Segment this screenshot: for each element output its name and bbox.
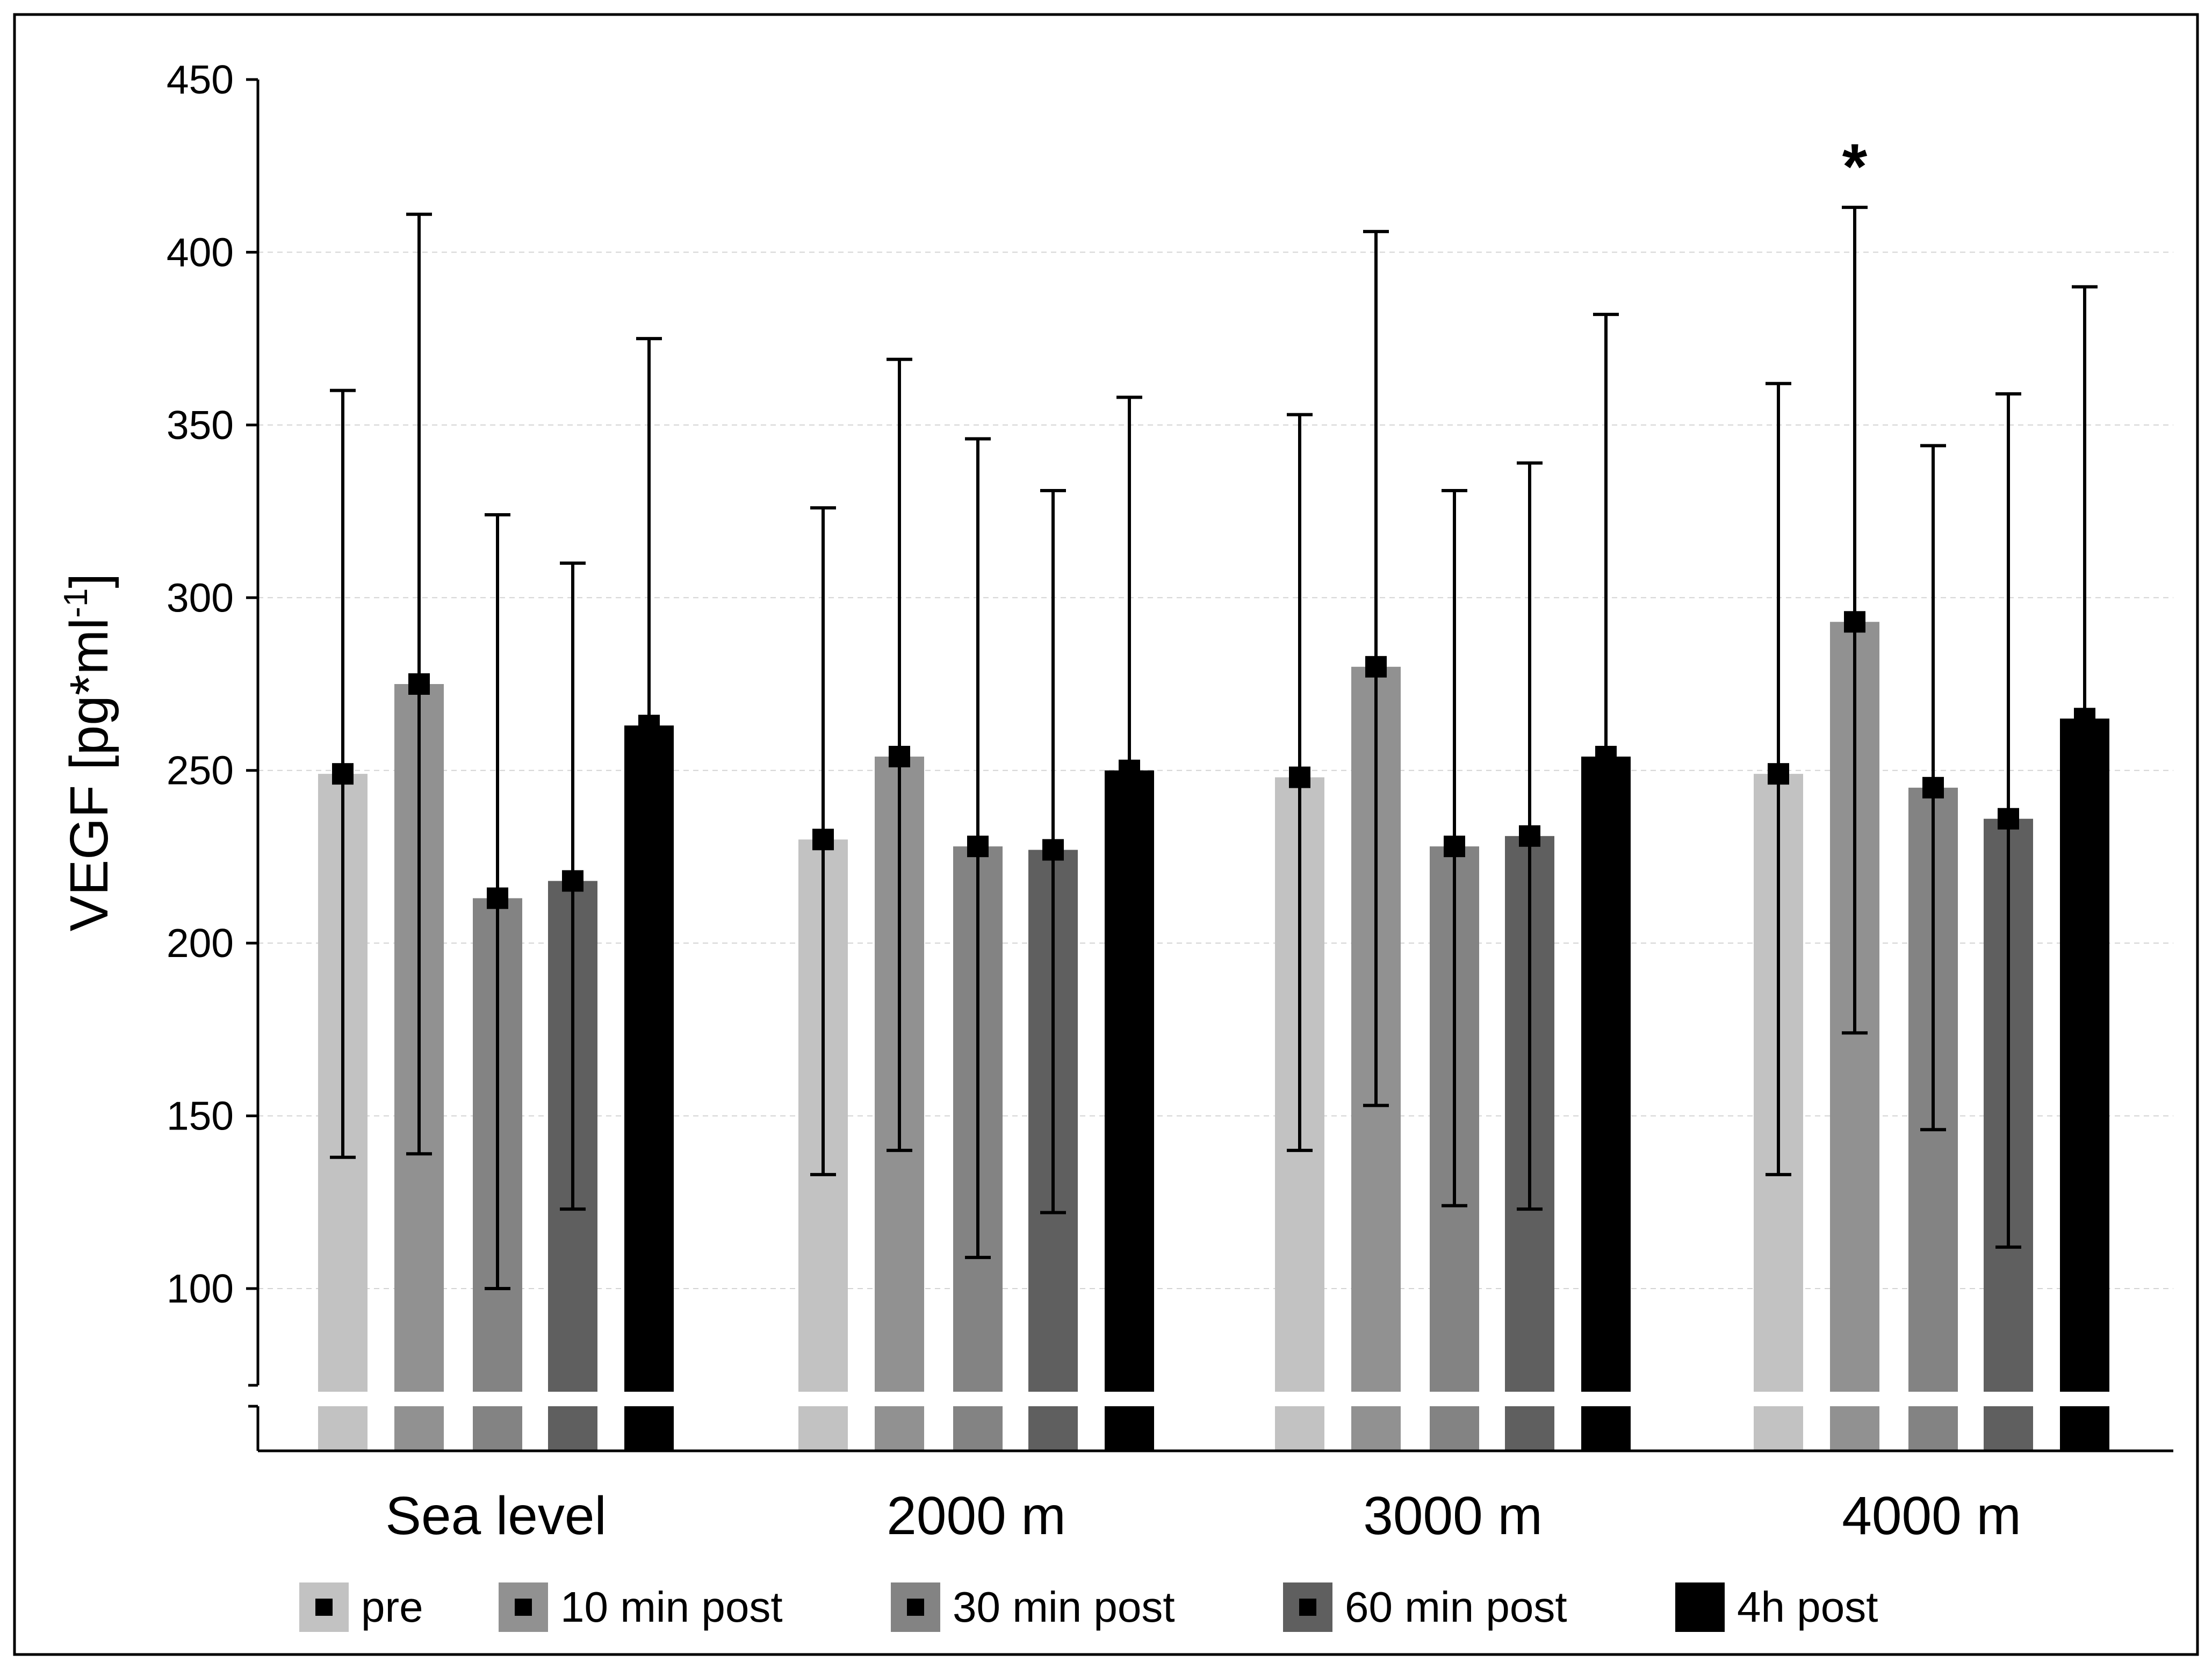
mean-marker-4000-m-10-min-post bbox=[1844, 611, 1865, 633]
bar-base-2000-m-60-min-post bbox=[1028, 1406, 1078, 1451]
bar-2000-m-4h-post bbox=[1105, 770, 1154, 1392]
mean-marker-4000-m-pre bbox=[1768, 763, 1789, 785]
legend-label-30-min-post: 30 min post bbox=[953, 1583, 1175, 1631]
mean-marker-sea-level-10-min-post bbox=[408, 673, 430, 695]
bar-3000-m-4h-post bbox=[1581, 757, 1631, 1392]
x-category-label-3000-m: 3000 m bbox=[1363, 1486, 1543, 1546]
mean-marker-3000-m-4h-post bbox=[1595, 746, 1617, 767]
bar-base-3000-m-10-min-post bbox=[1351, 1406, 1401, 1451]
bar-base-3000-m-pre bbox=[1275, 1406, 1324, 1451]
legend-label-60-min-post: 60 min post bbox=[1345, 1583, 1567, 1631]
axis-break-band bbox=[242, 1392, 2179, 1406]
bar-base-4000-m-60-min-post bbox=[1984, 1406, 2033, 1451]
mean-marker-4000-m-4h-post bbox=[2074, 708, 2095, 730]
legend-marker-60-min-post bbox=[1299, 1599, 1316, 1616]
mean-marker-2000-m-4h-post bbox=[1119, 759, 1140, 781]
bar-base-2000-m-pre bbox=[798, 1406, 848, 1451]
mean-markers bbox=[332, 611, 2095, 909]
y-tick-label-400: 400 bbox=[167, 229, 234, 275]
axis-labels: 100 150 200 250 300 350 400 450 Sea level 2000 m 3… bbox=[167, 57, 2021, 1546]
bar-base-2000-m-4h-post bbox=[1105, 1406, 1154, 1451]
bar-base-4000-m-30-min-post bbox=[1908, 1406, 1958, 1451]
y-tick-label-100: 100 bbox=[167, 1266, 234, 1311]
legend-label-pre: pre bbox=[361, 1583, 423, 1631]
bar-4000-m-4h-post bbox=[2060, 718, 2109, 1392]
bar-base-sea-level-60-min-post bbox=[548, 1406, 597, 1451]
bar-base-4000-m-pre bbox=[1754, 1406, 1803, 1451]
mean-marker-sea-level-pre bbox=[332, 763, 354, 785]
y-tick-label-300: 300 bbox=[167, 575, 234, 620]
x-category-label-2000-m: 2000 m bbox=[887, 1486, 1066, 1546]
bar-base-sea-level-4h-post bbox=[624, 1406, 674, 1451]
bar-base-sea-level-10-min-post bbox=[394, 1406, 444, 1451]
legend-marker-pre bbox=[315, 1599, 333, 1616]
mean-marker-4000-m-30-min-post bbox=[1922, 776, 1944, 798]
legend: pre 10 min post 30 min post 60 min post 4h p… bbox=[299, 1582, 1878, 1632]
bar-base-sea-level-pre bbox=[318, 1406, 368, 1451]
y-tick-label-200: 200 bbox=[167, 920, 234, 966]
bar-base-4000-m-10-min-post bbox=[1830, 1406, 1879, 1451]
y-tick-label-250: 250 bbox=[167, 748, 234, 793]
bar-base-3000-m-30-min-post bbox=[1430, 1406, 1479, 1451]
x-category-label-4000-m: 4000 m bbox=[1842, 1486, 2021, 1546]
legend-label-4h-post: 4h post bbox=[1737, 1583, 1878, 1631]
bar-sea-level-4h-post bbox=[624, 725, 674, 1392]
mean-marker-3000-m-60-min-post bbox=[1519, 825, 1540, 847]
significance-asterisk: * bbox=[1842, 131, 1868, 203]
x-category-label-sea-level: Sea level bbox=[385, 1486, 606, 1546]
mean-marker-3000-m-30-min-post bbox=[1444, 836, 1465, 858]
y-tick-label-150: 150 bbox=[167, 1094, 234, 1139]
mean-marker-2000-m-10-min-post bbox=[889, 746, 910, 767]
mean-marker-2000-m-30-min-post bbox=[967, 836, 989, 858]
bar-base-2000-m-10-min-post bbox=[875, 1406, 924, 1451]
axes bbox=[246, 78, 2173, 1452]
bar-base-3000-m-4h-post bbox=[1581, 1406, 1631, 1451]
legend-marker-4h-post bbox=[1691, 1599, 1709, 1616]
bar-base-4000-m-4h-post bbox=[2060, 1406, 2109, 1451]
y-axis-label: VEGF [pg*ml-1] bbox=[57, 573, 119, 931]
mean-marker-sea-level-30-min-post bbox=[487, 887, 508, 909]
axis-break bbox=[242, 1392, 2179, 1406]
mean-marker-sea-level-60-min-post bbox=[562, 870, 583, 892]
mean-marker-4000-m-60-min-post bbox=[1998, 808, 2019, 830]
bar-base-3000-m-60-min-post bbox=[1505, 1406, 1554, 1451]
mean-marker-sea-level-4h-post bbox=[638, 715, 660, 737]
legend-label-10-min-post: 10 min post bbox=[560, 1583, 783, 1631]
legend-marker-10-min-post bbox=[515, 1599, 532, 1616]
mean-marker-2000-m-60-min-post bbox=[1042, 839, 1064, 861]
bar-base-2000-m-30-min-post bbox=[953, 1406, 1003, 1451]
mean-marker-3000-m-10-min-post bbox=[1365, 656, 1387, 678]
mean-marker-3000-m-pre bbox=[1289, 766, 1310, 788]
mean-marker-2000-m-pre bbox=[812, 829, 834, 851]
y-tick-label-450: 450 bbox=[167, 57, 234, 102]
legend-marker-30-min-post bbox=[907, 1599, 924, 1616]
y-tick-label-350: 350 bbox=[167, 402, 234, 448]
bar-base-sea-level-30-min-post bbox=[473, 1406, 522, 1451]
